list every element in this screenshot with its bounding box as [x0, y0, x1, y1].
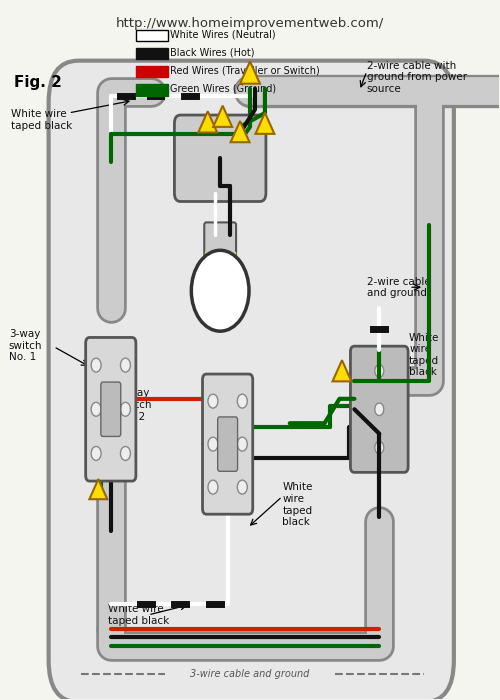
FancyBboxPatch shape	[174, 115, 266, 202]
Text: Fig. 2: Fig. 2	[14, 75, 62, 90]
FancyBboxPatch shape	[202, 374, 252, 514]
Circle shape	[208, 394, 218, 408]
Bar	[136, 66, 168, 78]
Polygon shape	[198, 111, 217, 132]
FancyBboxPatch shape	[350, 346, 408, 472]
Text: White wire
taped black: White wire taped black	[12, 109, 72, 131]
Circle shape	[238, 480, 248, 494]
Circle shape	[238, 438, 248, 451]
Text: White Wires (Neutral): White Wires (Neutral)	[170, 29, 276, 39]
Text: http://www.homeimprovementweb.com/: http://www.homeimprovementweb.com/	[116, 17, 384, 29]
Circle shape	[120, 447, 130, 461]
Text: White
wire
taped
black: White wire taped black	[282, 482, 312, 527]
Bar	[136, 30, 168, 41]
Circle shape	[120, 358, 130, 372]
Circle shape	[91, 402, 101, 416]
Text: 2-wire cable with
ground from power
source: 2-wire cable with ground from power sour…	[367, 61, 467, 94]
Circle shape	[120, 402, 130, 416]
Polygon shape	[213, 106, 232, 127]
Text: 3-way
switch
No. 1: 3-way switch No. 1	[9, 329, 42, 363]
Polygon shape	[256, 113, 274, 134]
Text: 3-wire cable and ground: 3-wire cable and ground	[190, 669, 310, 679]
FancyBboxPatch shape	[204, 223, 236, 258]
FancyBboxPatch shape	[218, 417, 238, 471]
Polygon shape	[332, 360, 351, 382]
FancyBboxPatch shape	[101, 382, 120, 437]
Text: 2-wire cable
and ground: 2-wire cable and ground	[367, 276, 430, 298]
Text: White
wire
taped
black: White wire taped black	[409, 332, 440, 377]
Circle shape	[208, 480, 218, 494]
Text: White wire
taped black: White wire taped black	[108, 605, 170, 626]
Circle shape	[238, 394, 248, 408]
FancyBboxPatch shape	[206, 252, 235, 262]
Circle shape	[192, 251, 249, 331]
Bar	[136, 85, 168, 95]
Circle shape	[208, 438, 218, 451]
Circle shape	[375, 441, 384, 454]
Polygon shape	[230, 121, 250, 142]
Text: Black Wires (Hot): Black Wires (Hot)	[170, 48, 255, 57]
Text: Red Wires (Traveller or Switch): Red Wires (Traveller or Switch)	[170, 65, 320, 76]
Circle shape	[91, 447, 101, 461]
Circle shape	[375, 403, 384, 416]
Text: 3-way
switch
No. 2: 3-way switch No. 2	[118, 389, 152, 421]
FancyBboxPatch shape	[86, 337, 136, 481]
Polygon shape	[240, 62, 260, 84]
Polygon shape	[90, 479, 108, 499]
Bar	[136, 48, 168, 60]
FancyBboxPatch shape	[48, 61, 454, 700]
Text: Green Wires (Ground): Green Wires (Ground)	[170, 83, 276, 94]
Circle shape	[91, 358, 101, 372]
Circle shape	[375, 365, 384, 377]
